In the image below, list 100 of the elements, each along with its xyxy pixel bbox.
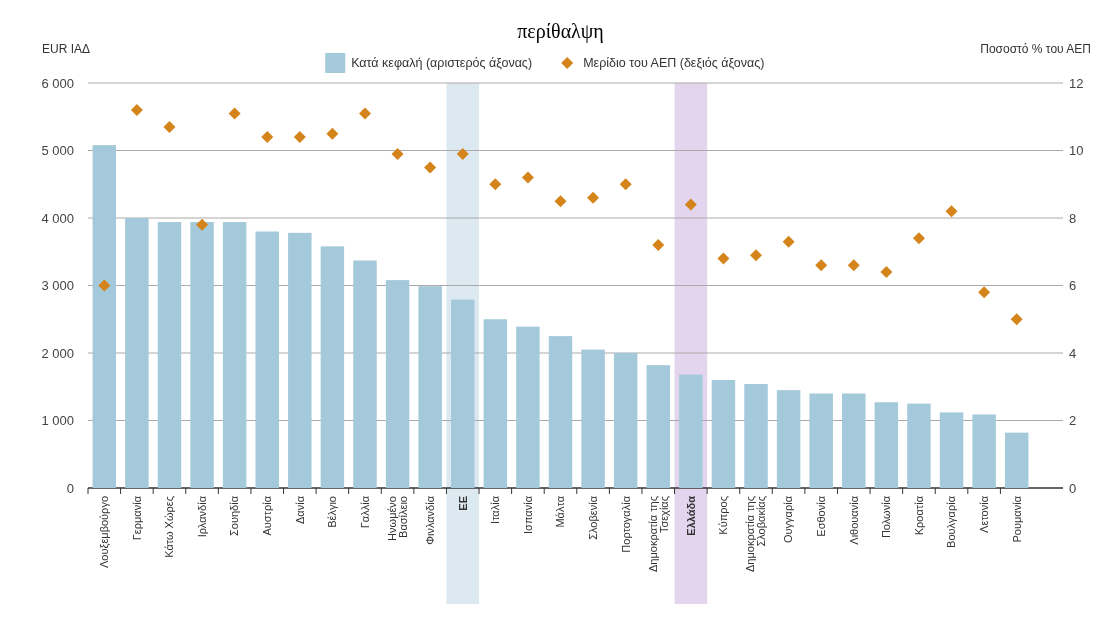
bar xyxy=(776,390,801,488)
legend-label: Κατά κεφαλή (αριστερός άξονας) xyxy=(351,56,533,71)
bar xyxy=(222,222,247,488)
y2-tick-label: 10 xyxy=(1069,143,1084,159)
y2-tick-label: 6 xyxy=(1069,278,1077,294)
bar xyxy=(353,260,377,488)
bar xyxy=(451,299,475,488)
bar xyxy=(385,280,410,488)
bar xyxy=(744,384,768,488)
point xyxy=(619,178,632,191)
y-tick-label: 4 000 xyxy=(41,210,74,226)
bar xyxy=(646,365,670,488)
y2-axis-title: Ποσοστό % του ΑΕΠ xyxy=(980,42,1091,56)
x-tick-label: Ισπανία xyxy=(521,495,534,534)
y2-tick-label: 4 xyxy=(1069,345,1077,361)
x-tick-label: Πολωνία xyxy=(880,495,893,539)
x-tick-label: Λιθουανία xyxy=(847,495,860,545)
x-tick-label: Εσθονία xyxy=(815,495,828,537)
point xyxy=(684,198,697,211)
x-tick-label: Γερμανία xyxy=(130,495,143,541)
bar xyxy=(613,353,638,488)
y-tick-label: 2 000 xyxy=(41,345,74,361)
point xyxy=(261,131,274,143)
x-tick-label: Αυστρία xyxy=(261,495,274,536)
point xyxy=(521,171,534,184)
bar xyxy=(548,336,573,488)
x-tick-label: Φινλανδία xyxy=(424,495,437,545)
point xyxy=(587,191,600,204)
y2-tick-label: 12 xyxy=(1069,75,1084,91)
bar xyxy=(125,218,149,488)
point xyxy=(456,147,469,160)
y-tick-label: 5 000 xyxy=(41,143,74,159)
x-tick-label: Βουλγαρία xyxy=(945,495,958,548)
bar xyxy=(320,246,345,488)
bar xyxy=(483,319,508,488)
x-tick-label: Ουγγαρία xyxy=(782,495,795,543)
point xyxy=(196,218,209,231)
point xyxy=(358,107,371,120)
x-tick-label: Γαλλία xyxy=(358,495,371,529)
bar xyxy=(972,414,996,488)
point xyxy=(326,127,339,140)
x-tick-label: Βέλγιο xyxy=(326,496,339,528)
point xyxy=(782,235,795,248)
bar xyxy=(288,232,312,488)
bar xyxy=(255,231,279,488)
bar xyxy=(92,145,117,488)
point xyxy=(847,259,860,272)
point xyxy=(750,249,763,262)
bar xyxy=(157,222,182,488)
point xyxy=(489,178,502,191)
bar xyxy=(1004,432,1029,488)
bar xyxy=(581,349,605,488)
x-tick-label: Σλοβενία xyxy=(586,495,599,540)
point xyxy=(1010,313,1023,326)
bar xyxy=(516,326,540,488)
point xyxy=(130,104,143,116)
x-tick-label: Λετονία xyxy=(977,495,990,533)
point xyxy=(228,107,241,120)
chart-title: περίθαλψη xyxy=(517,20,604,43)
bar xyxy=(679,374,703,488)
point xyxy=(163,120,176,133)
y-tick-label: 6 000 xyxy=(41,75,74,91)
x-tick-label: Ηνωμένο Βασίλειο xyxy=(385,496,409,541)
x-tick-label: Μάλτα xyxy=(554,495,567,528)
y-tick-label: 3 000 xyxy=(41,278,74,294)
point xyxy=(652,239,665,251)
y-tick-label: 1 000 xyxy=(41,413,74,429)
x-tick-label: Δημοκρατία της Σλοβακίας xyxy=(744,496,768,573)
x-tick-label: Ιταλία xyxy=(489,495,502,524)
bar xyxy=(907,403,931,488)
point xyxy=(98,279,111,292)
point xyxy=(912,232,925,245)
point xyxy=(554,195,567,208)
x-tick-label: Λουξεμβούργο xyxy=(98,496,111,568)
x-tick-label: Κροατία xyxy=(912,495,925,536)
bar xyxy=(939,412,964,488)
y-tick-label: 0 xyxy=(66,480,74,496)
y2-tick-label: 8 xyxy=(1069,210,1077,226)
point xyxy=(815,259,828,272)
point xyxy=(717,252,730,265)
x-tick-label: Πορτογαλία xyxy=(619,495,632,553)
bar xyxy=(809,393,833,488)
x-tick-label: Ρουμανία xyxy=(1010,495,1023,543)
bar xyxy=(418,286,442,488)
y2-tick-label: 0 xyxy=(1069,480,1077,496)
point xyxy=(391,147,404,160)
bar xyxy=(842,393,866,488)
bar xyxy=(874,402,899,488)
x-tick-label: Δημοκρατία της Τσεχίας xyxy=(646,496,670,573)
x-tick-label: Σουηδία xyxy=(228,495,241,536)
x-tick-label: Δανία xyxy=(293,495,306,525)
x-tick-label: Ελλάδα xyxy=(684,495,697,536)
y2-tick-label: 2 xyxy=(1069,413,1077,429)
x-tick-label: ΕΕ xyxy=(456,496,469,511)
legend-label: Μερίδιο του ΑΕΠ (δεξιός άξονας) xyxy=(583,56,765,71)
point xyxy=(945,205,958,218)
bar xyxy=(190,222,214,488)
point xyxy=(978,286,991,299)
x-tick-label: Ιρλανδία xyxy=(195,495,208,538)
x-tick-label: Κύπρος xyxy=(717,496,730,535)
